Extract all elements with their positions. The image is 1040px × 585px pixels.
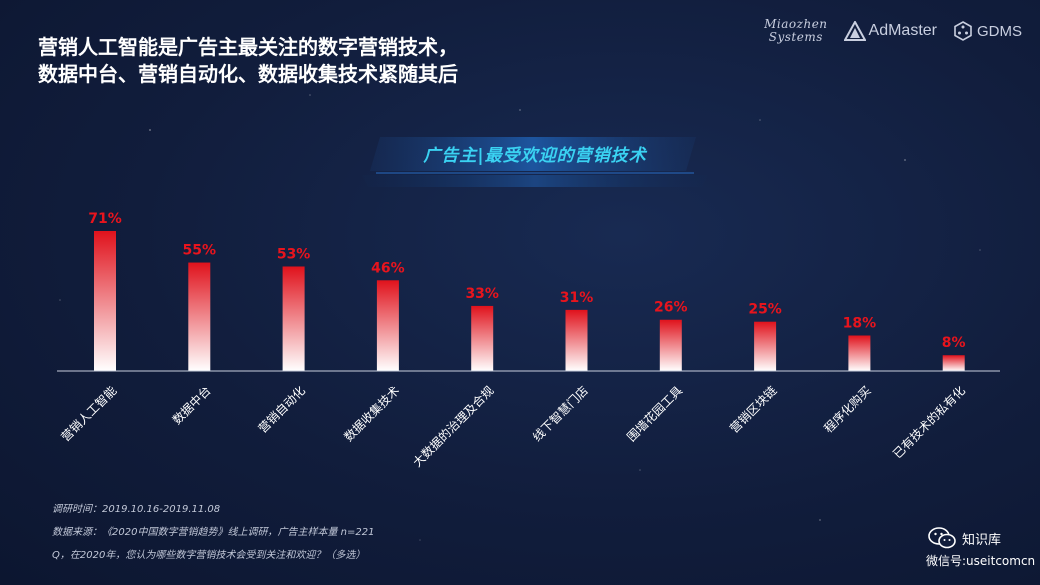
chart-title: 广告主|最受欢迎的营销技术 — [423, 146, 647, 166]
bar — [848, 335, 871, 371]
survey-time-note: 调研时间：2019.10.16-2019.11.08 — [52, 504, 221, 515]
category-label: 营销人工智能 — [58, 383, 120, 445]
bar — [754, 321, 777, 371]
wechat-account-name: 知识库 — [962, 532, 1002, 548]
category-label: 数据中台 — [169, 383, 214, 428]
data-label: 71% — [88, 211, 122, 227]
data-label: 26% — [654, 300, 688, 316]
admaster-mark-icon — [843, 21, 866, 41]
data-label: 31% — [560, 290, 594, 306]
bar — [94, 231, 116, 371]
category-label: 营销区块链 — [726, 383, 779, 436]
wechat-account-id: 微信号:useitcomcn — [926, 554, 1036, 568]
bar — [282, 266, 305, 371]
bar — [471, 305, 494, 371]
admaster-logo: AdMaster — [843, 21, 937, 41]
bar — [188, 262, 211, 371]
wechat-watermark: 知识库 微信号:useitcomcn — [926, 527, 1036, 569]
headline-line-2: 数据中台、营销自动化、数据收集技术紧随其后 — [38, 62, 458, 86]
banner-background — [362, 137, 708, 187]
category-label: 程序化购买 — [821, 383, 874, 436]
category-label: 线下智慧门店 — [529, 383, 591, 445]
data-label: 8% — [942, 335, 966, 351]
wechat-icon — [928, 527, 956, 549]
category-label: 已有技术的私有化 — [890, 383, 968, 461]
survey-question-note: Q，在2020年，您认为哪些数字营销技术会受到关注和欢迎？（多选） — [52, 550, 366, 561]
bar — [565, 309, 588, 371]
data-label: 18% — [843, 316, 877, 332]
category-label: 营销自动化 — [256, 383, 308, 435]
gdms-hexagon-icon — [954, 21, 972, 41]
chart-title-banner: 广告主|最受欢迎的营销技术 — [362, 135, 708, 189]
data-label: 25% — [748, 302, 782, 318]
partner-logos: Miaozhen Systems AdMaster GDMS — [764, 18, 1022, 44]
gdms-logo: GDMS — [953, 21, 1022, 41]
page-headline: 营销人工智能是广告主最关注的数字营销技术， 数据中台、营销自动化、数据收集技术紧… — [38, 34, 458, 88]
category-label: 大数据的治理及合规 — [410, 383, 497, 470]
data-label: 33% — [465, 286, 499, 302]
bar — [659, 319, 682, 371]
headline-line-1: 营销人工智能是广告主最关注的数字营销技术， — [38, 35, 458, 59]
bar — [376, 280, 399, 371]
miaozhen-logo: Miaozhen Systems — [764, 17, 828, 44]
category-label: 围墙花园工具 — [624, 383, 686, 445]
category-label: 数据收集技术 — [341, 383, 403, 445]
data-label: 46% — [371, 260, 405, 276]
data-label: 53% — [277, 246, 311, 262]
bar — [942, 355, 965, 371]
data-label: 55% — [183, 243, 217, 259]
footnotes: 调研时间：2019.10.16-2019.11.08 数据来源：《2020中国数… — [52, 498, 374, 567]
data-source-note: 数据来源：《2020中国数字营销趋势》线上调研，广告主样本量 n=221 — [52, 527, 375, 538]
